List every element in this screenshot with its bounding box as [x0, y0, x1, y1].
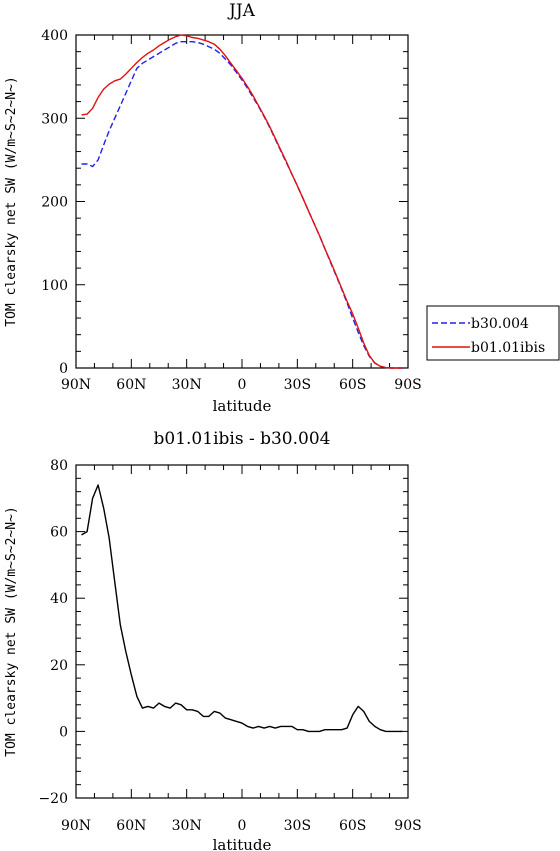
y-axis-label: TOM clearsky net SW (W/m~S~2~N~): [4, 506, 19, 756]
y-tick-label: −20: [38, 791, 68, 807]
x-tick-label: 30S: [284, 818, 311, 834]
x-tick-label: 60N: [116, 377, 146, 393]
x-tick-label: 90N: [61, 377, 91, 393]
y-tick-label: 20: [50, 658, 68, 674]
series-line-difference: [81, 484, 403, 733]
y-tick-label: 60: [50, 525, 68, 541]
x-tick-label: 0: [238, 818, 247, 834]
y-tick-label: 300: [41, 111, 68, 127]
y-tick-label: 200: [41, 195, 68, 211]
legend-label: b01.01ibis: [471, 340, 545, 356]
x-tick-label: 30N: [172, 818, 202, 834]
legend-label: b30.004: [471, 316, 529, 332]
y-tick-label: 0: [59, 361, 68, 377]
plot-frame: [75, 34, 409, 369]
series-line-b30-004: [81, 41, 403, 369]
y-tick-label: 40: [50, 591, 68, 607]
x-tick-label: 60S: [339, 818, 366, 834]
x-tick-label: 30N: [172, 377, 202, 393]
plot-frame: [75, 464, 409, 799]
y-tick-label: 80: [50, 458, 68, 474]
y-tick-label: 100: [41, 278, 68, 294]
x-axis-label: latitude: [213, 397, 272, 415]
x-tick-label: 30S: [284, 377, 311, 393]
x-axis-label: latitude: [213, 836, 272, 851]
x-tick-label: 90S: [394, 377, 421, 393]
series-line-b01-01ibis: [81, 34, 403, 369]
legend-box: [426, 305, 560, 361]
x-tick-label: 90S: [394, 818, 421, 834]
chart-title: JJA: [227, 1, 256, 21]
y-axis-label: TOM clearsky net SW (W/m~S~2~N~): [4, 76, 19, 326]
x-tick-label: 0: [238, 377, 247, 393]
x-tick-label: 90N: [61, 818, 91, 834]
y-tick-label: 0: [59, 724, 68, 740]
y-tick-label: 400: [41, 28, 68, 44]
chart-title: b01.01ibis - b30.004: [154, 429, 331, 449]
x-tick-label: 60N: [116, 818, 146, 834]
x-tick-label: 60S: [339, 377, 366, 393]
